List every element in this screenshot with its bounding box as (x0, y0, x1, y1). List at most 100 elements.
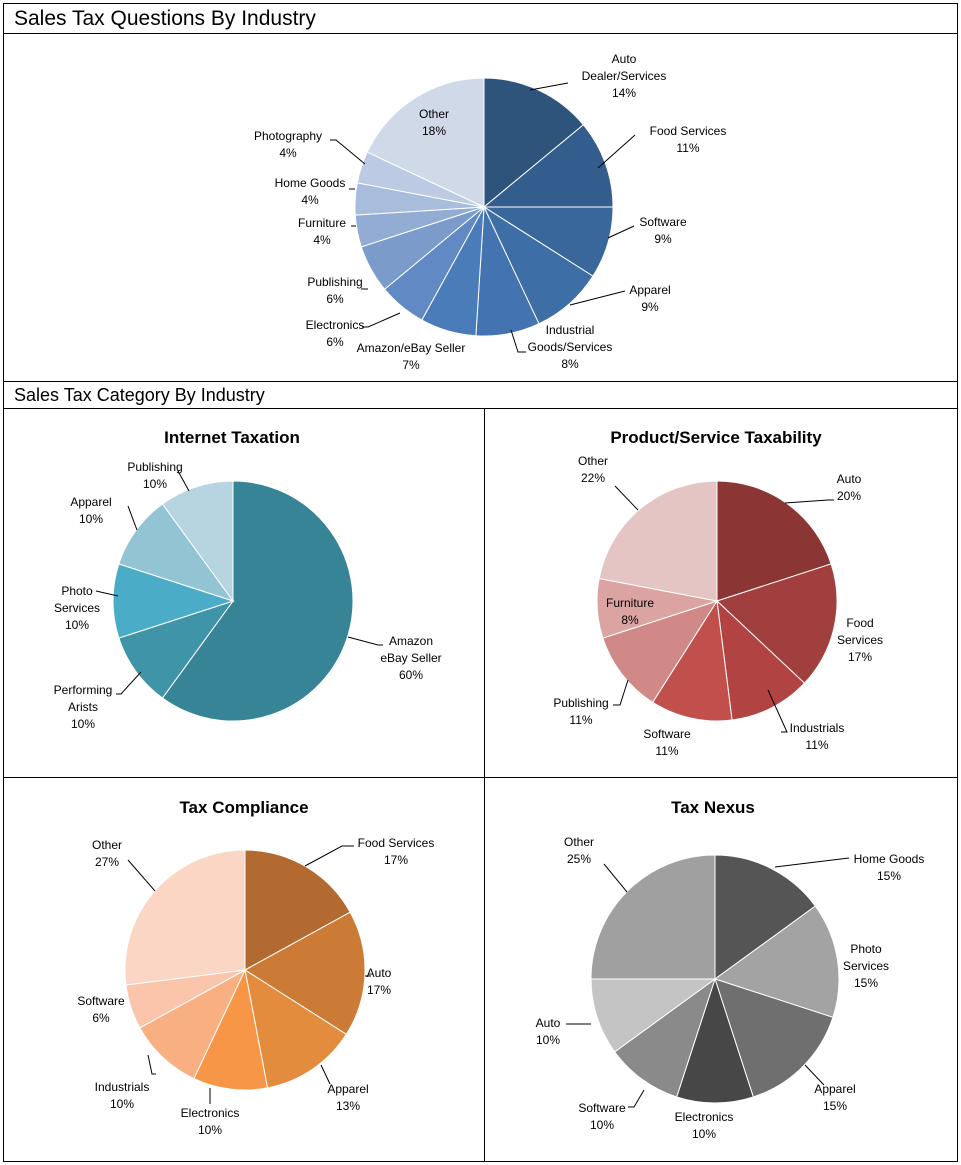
slice-name: Other (92, 838, 122, 852)
main-section-title: Sales Tax Questions By Industry (14, 7, 316, 30)
chart-title: Tax Compliance (179, 798, 308, 817)
leader-line (774, 857, 850, 868)
slice-percent: 20% (837, 489, 861, 503)
slice-percent: 4% (313, 233, 331, 247)
slice-name: Food (846, 616, 873, 630)
leader-line (116, 671, 142, 695)
pie-slice (713, 905, 840, 1018)
slice-name: Software (578, 1101, 626, 1115)
slice-name: Services (837, 633, 883, 647)
slice-label: Auto 10% (536, 1016, 561, 1047)
slice-label: Food Services 17% (837, 616, 883, 664)
leader-line (330, 139, 366, 165)
category-section-header: Sales Tax Category By Industry (4, 381, 957, 409)
pie-slice (652, 599, 733, 722)
slice-label: Other 25% (564, 835, 594, 866)
slice-name: Other (419, 107, 449, 121)
main-section-header: Sales Tax Questions By Industry (4, 4, 957, 34)
slice-percent: 10% (536, 1033, 560, 1047)
slice-label: Software 11% (643, 727, 691, 758)
slice-name: Industrials (95, 1080, 150, 1094)
slice-name: Food Services (358, 836, 435, 850)
slice-label: Furniture 8% (606, 596, 654, 627)
slice-percent: 22% (581, 471, 605, 485)
leader-line (147, 1054, 156, 1075)
pie-slice (124, 849, 246, 986)
slice-label: Industrials 11% (790, 721, 845, 752)
pie-slice (482, 124, 614, 208)
slice-name: Auto (536, 1016, 561, 1030)
slice-percent: 10% (110, 1097, 134, 1111)
slice-percent: 8% (621, 613, 639, 627)
pie-slice (244, 968, 348, 1089)
leader-line (177, 470, 190, 492)
slice-name: Performing (54, 683, 113, 697)
pie-slice (193, 968, 269, 1091)
slice-label: Publishing 6% (307, 275, 362, 306)
leader-line (614, 485, 639, 511)
slice-name: Services (54, 601, 100, 615)
slice-percent: 7% (402, 358, 420, 372)
slice-label: Furniture 4% (298, 216, 346, 247)
slice-label: Photo Services 15% (843, 942, 889, 990)
leader-line (607, 225, 635, 239)
slice-percent: 27% (95, 855, 119, 869)
pie-slice (244, 849, 351, 971)
slice-label: Apparel 10% (70, 495, 111, 526)
slice-percent: 15% (854, 976, 878, 990)
leader-line (628, 1089, 645, 1108)
slice-percent: 17% (848, 650, 872, 664)
leader-line (510, 329, 526, 353)
slice-name: Arists (68, 700, 98, 714)
pie-slice (602, 600, 719, 704)
slice-label: Software 10% (578, 1101, 626, 1132)
pie-chart-1: Auto Dealer/Services 14% Food Services 11% So… (254, 52, 726, 372)
slice-name: eBay Seller (380, 651, 441, 665)
slice-label: Electronics 10% (181, 1106, 240, 1137)
slice-label: Other 27% (92, 838, 122, 869)
slice-name: Apparel (814, 1082, 855, 1096)
slice-name: Dealer/Services (582, 69, 667, 83)
slice-percent: 10% (590, 1118, 614, 1132)
slice-percent: 15% (877, 869, 901, 883)
slice-name: Apparel (629, 283, 670, 297)
slice-name: Goods/Services (528, 340, 613, 354)
pie-slice (613, 977, 716, 1098)
slice-name: Auto (612, 52, 637, 66)
pie-chart-2: Internet Taxation Amazon eBay Seller 60% Per… (54, 428, 442, 731)
pie-slice (590, 978, 717, 1053)
slice-label: Auto 20% (837, 472, 862, 503)
pie-slice (118, 600, 235, 699)
slice-name: Publishing (553, 696, 608, 710)
slice-percent: 10% (198, 1123, 222, 1137)
slice-percent: 4% (279, 146, 297, 160)
slice-percent: 6% (92, 1011, 110, 1025)
slice-percent: 10% (65, 618, 89, 632)
slice-percent: 15% (823, 1099, 847, 1113)
slice-label: Food Services 11% (650, 124, 727, 155)
slice-name: Home Goods (275, 176, 346, 190)
pie-slice (590, 854, 716, 980)
slice-label: Performing Arists 10% (54, 683, 113, 731)
pie-slice (716, 563, 838, 684)
slice-label: Amazon/eBay Seller 7% (357, 341, 466, 372)
slice-name: Electronics (675, 1110, 734, 1124)
leader-line (569, 290, 626, 306)
leader-line (603, 863, 628, 893)
slice-name: Electronics (181, 1106, 240, 1120)
slice-label: Publishing 11% (553, 696, 608, 727)
chart-title: Product/Service Taxability (610, 428, 822, 447)
slice-percent: 25% (567, 852, 591, 866)
pie-slice (598, 480, 718, 602)
slice-label: Home Goods 15% (854, 852, 925, 883)
slice-label: Other 18% (419, 107, 449, 138)
pie-slice (676, 977, 754, 1104)
leader-line (804, 1064, 825, 1086)
slice-name: Publishing (127, 460, 182, 474)
slice-percent: 10% (143, 477, 167, 491)
pie-slice (714, 978, 834, 1098)
slice-label: Auto Dealer/Services 14% (582, 52, 667, 100)
slice-label: Food Services 17% (358, 836, 435, 867)
leader-line (320, 1064, 331, 1085)
